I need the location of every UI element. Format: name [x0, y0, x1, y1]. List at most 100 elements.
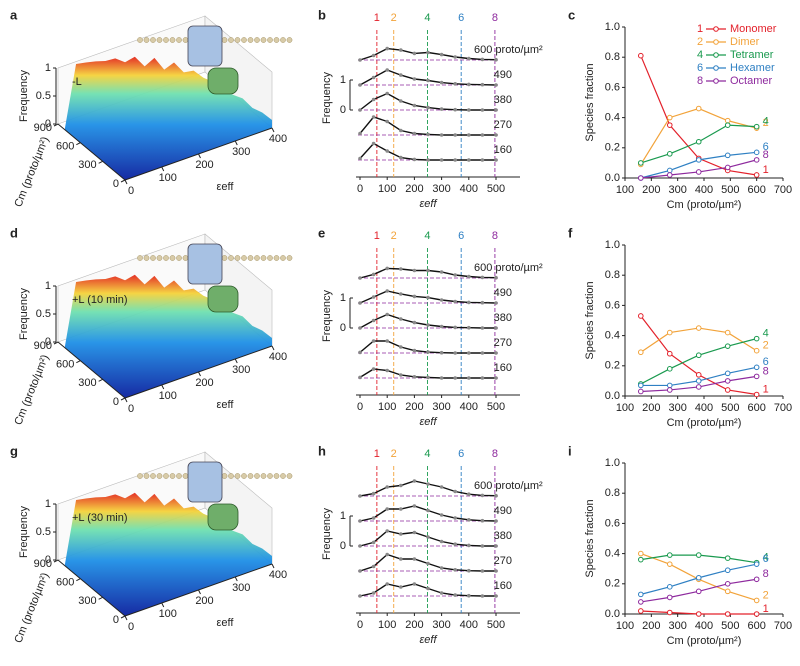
y-axis-label: Frequency — [321, 290, 333, 342]
x-tick — [161, 166, 165, 172]
ridge-point — [480, 376, 485, 380]
ridge-point — [371, 318, 376, 323]
x-axis-label: Cm (proto/µm²) — [667, 199, 742, 211]
ridge-point — [399, 73, 403, 77]
receptor — [187, 25, 223, 67]
series-point — [695, 384, 702, 390]
series-point — [695, 378, 702, 384]
ridge-point — [412, 530, 417, 535]
ridge-point — [412, 348, 417, 353]
lipid — [254, 255, 260, 261]
ridge-point — [453, 325, 458, 330]
series-number: 6 — [763, 553, 769, 565]
x-axis-label: εeff — [217, 617, 235, 629]
series-point — [753, 373, 760, 380]
ridge-point — [358, 108, 362, 112]
series-point — [724, 555, 731, 561]
ridge-point — [385, 339, 390, 343]
series-number: 8 — [763, 568, 769, 580]
lipid — [247, 255, 254, 261]
scale-tick-label: 1 — [340, 74, 346, 86]
ridge-point — [358, 569, 362, 573]
series-point — [695, 588, 702, 595]
series-point — [638, 591, 644, 598]
ridge-point — [494, 83, 498, 87]
receptor — [187, 461, 223, 503]
ridge-point — [453, 593, 458, 597]
ridge-point — [480, 158, 485, 162]
x-axis-label: Cm (proto/µm²) — [667, 417, 742, 429]
series-point — [724, 152, 731, 159]
series-number: 8 — [763, 149, 769, 161]
species-label: 8 — [492, 448, 498, 460]
ridge-point — [399, 373, 403, 377]
ridge-point — [358, 494, 362, 498]
ridge-fit — [359, 116, 496, 136]
x-tick-label: 100 — [159, 390, 177, 402]
lipid — [176, 473, 182, 479]
ridge-point — [467, 568, 471, 573]
x-axis-label: εeff — [217, 181, 235, 193]
ridge-point — [399, 155, 403, 160]
series-number: 1 — [763, 603, 769, 615]
x-tick-label: 100 — [159, 608, 177, 620]
ridge-point — [426, 268, 430, 273]
legend-marker — [713, 52, 719, 58]
ridge-point — [399, 585, 403, 589]
lipid — [169, 37, 176, 43]
lipid — [286, 37, 293, 43]
x-tick — [124, 179, 128, 185]
legend-number: 4 — [697, 49, 703, 61]
ridge-label: 490 — [494, 505, 512, 517]
lipid — [280, 473, 286, 479]
x-tick-label: 0 — [128, 403, 134, 415]
ridge-point — [358, 83, 362, 87]
legend-label: Monomer — [730, 23, 777, 35]
series-point — [695, 157, 702, 163]
ridge-point — [453, 82, 458, 86]
x-tick-label: 500 — [487, 183, 505, 195]
x-tick-label: 300 — [432, 401, 450, 413]
series-point — [753, 611, 760, 617]
ridge-point — [467, 492, 471, 497]
ridge-point — [439, 80, 444, 85]
ridge-label: 600 proto/µm² — [474, 480, 543, 492]
x-tick-label: 700 — [774, 620, 792, 632]
series-point — [666, 114, 673, 121]
ridge-point — [453, 376, 458, 380]
lipid — [156, 37, 163, 43]
y-tick-label: 0 — [113, 396, 119, 408]
x-tick-label: 200 — [195, 377, 213, 389]
lipid — [221, 37, 228, 43]
x-tick-label: 0 — [357, 619, 363, 631]
panel-label: i — [568, 443, 572, 458]
ridge-point — [439, 591, 444, 595]
ridge-point — [439, 52, 444, 57]
species-label: 4 — [424, 230, 430, 242]
lipid — [280, 255, 286, 261]
y-tick — [98, 378, 103, 382]
ridge-point — [399, 317, 403, 321]
y-axis-label: Species fraction — [584, 63, 596, 141]
x-tick-label: 100 — [378, 401, 396, 413]
y-tick-label: 600 — [56, 141, 74, 153]
x-axis-label: εeff — [419, 198, 437, 210]
ridge-point — [480, 569, 485, 573]
series-point — [638, 556, 644, 563]
y-tick-label: 0.8 — [605, 487, 620, 499]
ridge-point — [399, 345, 403, 349]
y-tick-label: 900 — [34, 122, 52, 134]
series-point — [724, 567, 731, 574]
species-label: 1 — [374, 448, 380, 460]
series-number: 6 — [763, 356, 769, 368]
ridge-point — [439, 298, 444, 302]
series-point — [753, 157, 760, 163]
series-point — [638, 175, 644, 181]
y-tick-label: 0.4 — [605, 548, 620, 560]
series-point — [638, 349, 644, 356]
ridge-label: 270 — [494, 119, 512, 131]
y-tick — [76, 360, 81, 364]
ridge-point — [399, 292, 403, 296]
ridge-point — [480, 544, 485, 548]
x-tick-label: 0 — [357, 183, 363, 195]
